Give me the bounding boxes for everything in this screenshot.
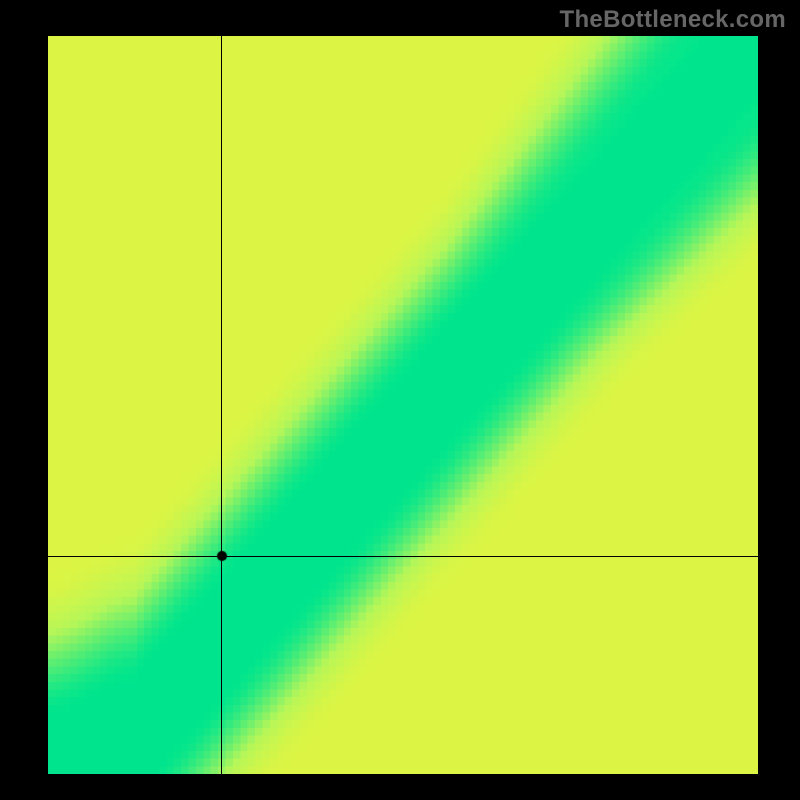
crosshair-point	[216, 550, 228, 562]
crosshair-vertical	[221, 36, 222, 774]
figure-container: TheBottleneck.com	[0, 0, 800, 800]
crosshair-horizontal	[48, 556, 758, 557]
watermark-text: TheBottleneck.com	[560, 6, 786, 34]
bottleneck-heatmap	[48, 36, 758, 774]
